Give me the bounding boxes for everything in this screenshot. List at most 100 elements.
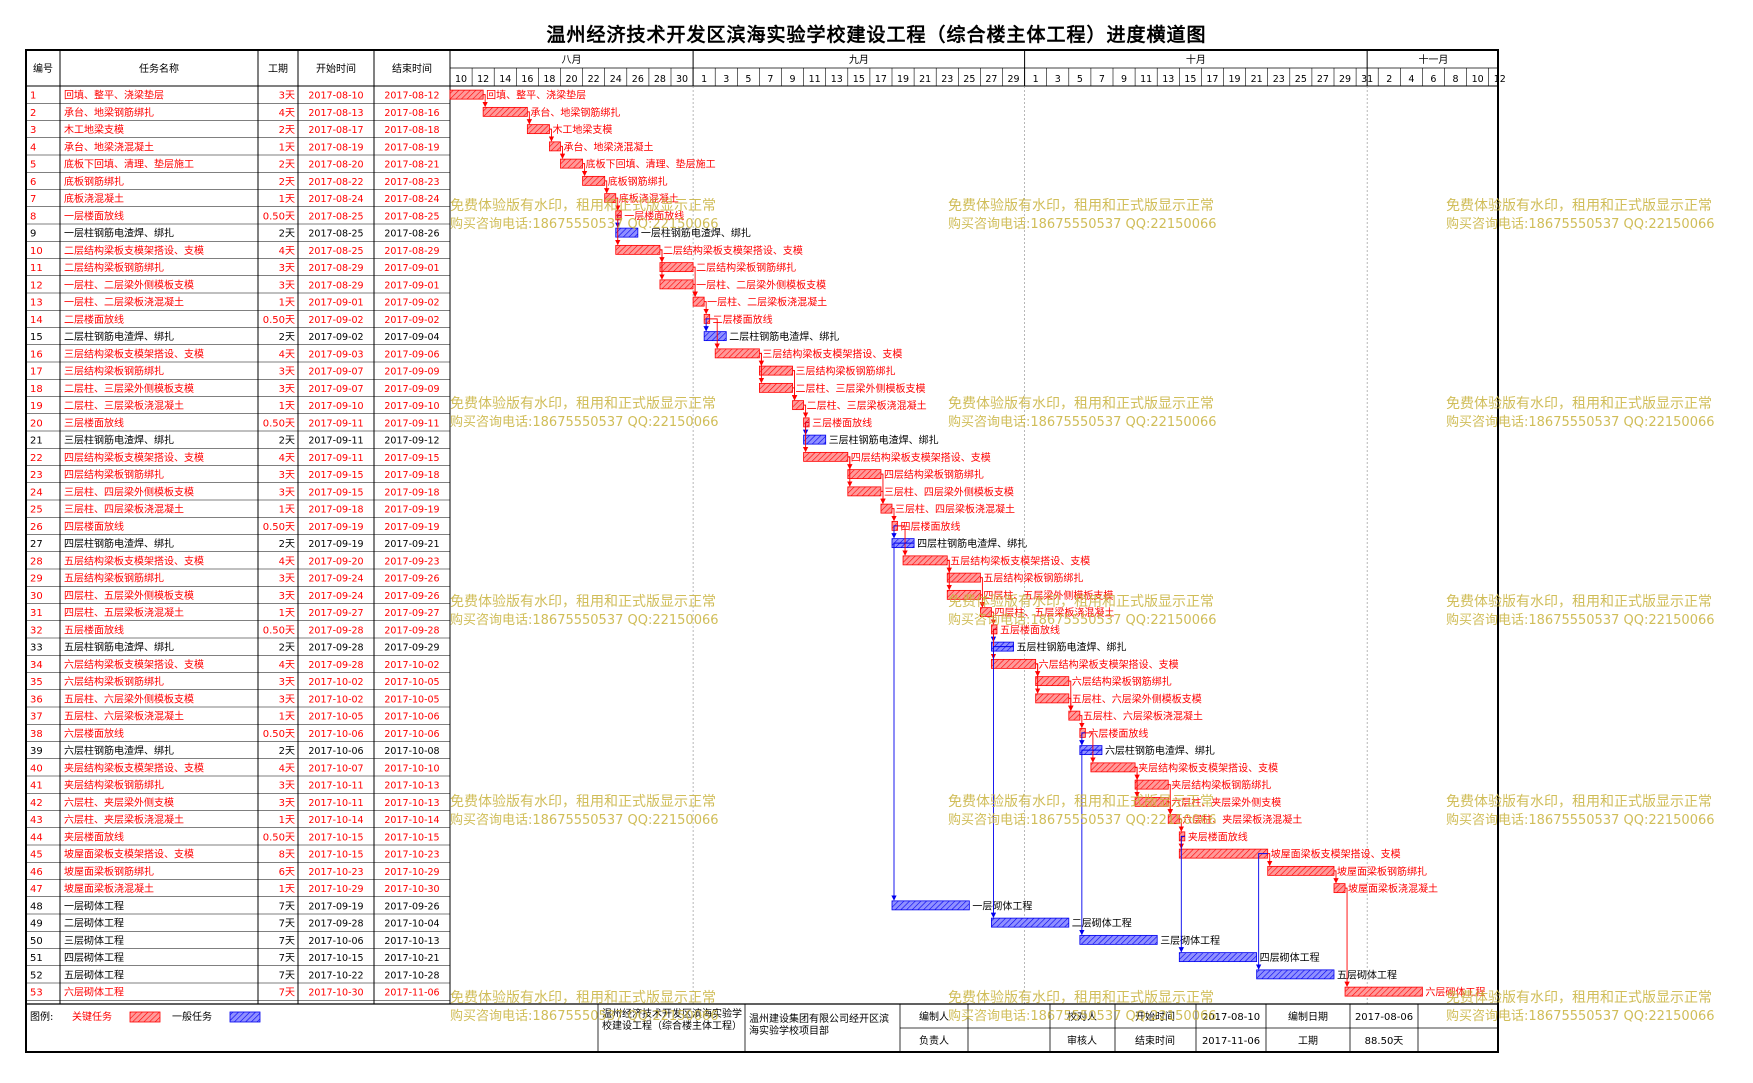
bar-label: 四层楼面放线 <box>901 520 961 533</box>
task-bar <box>1068 710 1081 721</box>
task-id: 22 <box>30 453 43 464</box>
dependency-link <box>897 525 908 556</box>
task-start: 2017-09-03 <box>308 349 363 360</box>
day-tick-label: 22 <box>588 74 600 85</box>
task-start: 2017-09-28 <box>308 660 363 671</box>
task-bar <box>1344 986 1423 997</box>
day-tick-label: 28 <box>654 74 666 85</box>
task-bar <box>1333 883 1346 894</box>
chart-title: 温州经济技术开发区滨海实验学校建设工程（综合楼主体工程）进度横道图 <box>546 24 1207 46</box>
header-end: 结束时间 <box>392 62 432 75</box>
day-tick-label: 10 <box>1472 74 1484 85</box>
watermark-line1: 免费体验版有水印，租用和正式版显示正常 <box>948 198 1214 214</box>
month-label: 十一月 <box>1418 53 1448 66</box>
task-id: 35 <box>30 677 43 688</box>
task-name: 五层砌体工程 <box>64 969 124 981</box>
task-name: 六层结构梁板支模架搭设、支模 <box>64 658 204 671</box>
task-bar <box>582 175 606 186</box>
task-end: 2017-09-28 <box>384 625 439 636</box>
task-name: 底板钢筋绑扎 <box>64 175 124 188</box>
task-duration: 7天 <box>279 936 295 947</box>
task-duration: 1天 <box>279 712 295 723</box>
task-end: 2017-09-19 <box>384 505 439 516</box>
dependency-link <box>615 214 622 246</box>
task-id: 48 <box>30 901 43 912</box>
task-start: 2017-09-28 <box>308 919 363 930</box>
footer-start-value: 2017-08-10 <box>1202 1012 1260 1023</box>
day-tick-label: 24 <box>610 74 622 85</box>
task-bar <box>1267 865 1335 876</box>
task-end: 2017-09-23 <box>384 556 439 567</box>
task-id: 12 <box>30 280 43 291</box>
watermark-line2: 购买咨询电话:18675550537 QQ:22150066 <box>450 216 719 232</box>
month-label: 九月 <box>849 54 869 66</box>
task-end: 2017-10-05 <box>384 694 439 705</box>
task-name: 坡屋面梁板钢筋绑扎 <box>64 865 154 878</box>
task-bar <box>482 106 528 117</box>
day-tick-label: 2 <box>1386 74 1392 85</box>
bar-label: 六层结构梁板钢筋绑扎 <box>1072 675 1172 688</box>
task-end: 2017-10-14 <box>384 815 439 826</box>
task-start: 2017-09-02 <box>308 315 363 326</box>
watermark-line2: 购买咨询电话:18675550537 QQ:22150066 <box>1446 812 1715 828</box>
task-id: 40 <box>30 763 43 774</box>
day-tick-label: 17 <box>1206 74 1218 85</box>
dependency-link <box>559 145 566 160</box>
footer-company: 温州建设集团有限公司经开区滨海实验学校项目部 <box>749 1012 889 1037</box>
task-start: 2017-10-11 <box>308 781 363 792</box>
task-id: 42 <box>30 798 43 809</box>
task-end: 2017-09-04 <box>384 332 439 343</box>
task-start: 2017-09-11 <box>308 453 363 464</box>
task-id: 51 <box>30 953 43 964</box>
task-end: 2017-09-02 <box>384 315 439 326</box>
dependency-link <box>703 301 709 315</box>
day-tick-label: 12 <box>1494 74 1506 85</box>
task-id: 25 <box>30 505 43 516</box>
bar-label: 三层砌体工程 <box>1160 935 1220 947</box>
bar-label: 一层楼面放线 <box>624 209 684 222</box>
task-bar <box>615 244 661 255</box>
task-name: 承台、地梁浇混凝土 <box>64 140 154 153</box>
task-end: 2017-09-02 <box>384 298 439 309</box>
bar-label: 一层柱钢筋电渣焊、绑扎 <box>641 227 751 240</box>
task-duration: 1天 <box>279 884 295 895</box>
day-tick-label: 12 <box>477 74 489 85</box>
dependency-link <box>1333 870 1339 884</box>
dependency-link <box>581 163 588 177</box>
bar-label: 二层柱钢筋电渣焊、绑扎 <box>729 330 839 343</box>
task-start: 2017-10-11 <box>308 798 363 809</box>
dependency-link <box>1178 818 1184 832</box>
dependency-link <box>526 111 533 125</box>
task-start: 2017-09-10 <box>308 401 363 412</box>
task-duration: 7天 <box>279 953 295 964</box>
task-bar <box>759 365 793 376</box>
dependency-link <box>802 421 810 453</box>
dependency-link <box>615 197 621 211</box>
task-id: 3 <box>30 125 36 136</box>
task-start: 2017-10-06 <box>308 746 363 757</box>
task-name: 六层柱、夹层梁外侧支模 <box>64 796 174 809</box>
task-name: 承台、地梁钢筋绑扎 <box>64 106 154 119</box>
task-duration: 0.50天 <box>263 418 295 429</box>
task-name: 四层柱、五层梁外侧模板支模 <box>64 589 194 602</box>
task-id: 36 <box>30 694 43 705</box>
task-id: 11 <box>30 263 43 274</box>
task-end: 2017-10-30 <box>384 884 439 895</box>
watermark-line2: 购买咨询电话:18675550537 QQ:22150066 <box>450 612 719 628</box>
day-tick-label: 30 <box>676 74 688 85</box>
bar-label: 五层砌体工程 <box>1337 969 1397 981</box>
day-tick-label: 23 <box>941 74 953 85</box>
task-duration: 3天 <box>279 487 295 498</box>
task-start: 2017-08-25 <box>308 246 363 257</box>
footer-duration-label: 工期 <box>1298 1035 1318 1047</box>
task-duration: 0.50天 <box>263 625 295 636</box>
task-id: 8 <box>30 211 36 222</box>
day-tick-label: 29 <box>1008 74 1020 85</box>
task-name: 五层楼面放线 <box>64 623 124 636</box>
footer-date-label: 编制日期 <box>1288 1010 1328 1023</box>
footer-end-label: 结束时间 <box>1135 1034 1175 1047</box>
bar-label: 坡屋面梁板钢筋绑扎 <box>1337 865 1427 878</box>
bar-label: 五层柱、六层梁板浇混凝土 <box>1083 710 1203 723</box>
task-end: 2017-09-26 <box>384 591 439 602</box>
dependency-link <box>1255 853 1268 970</box>
